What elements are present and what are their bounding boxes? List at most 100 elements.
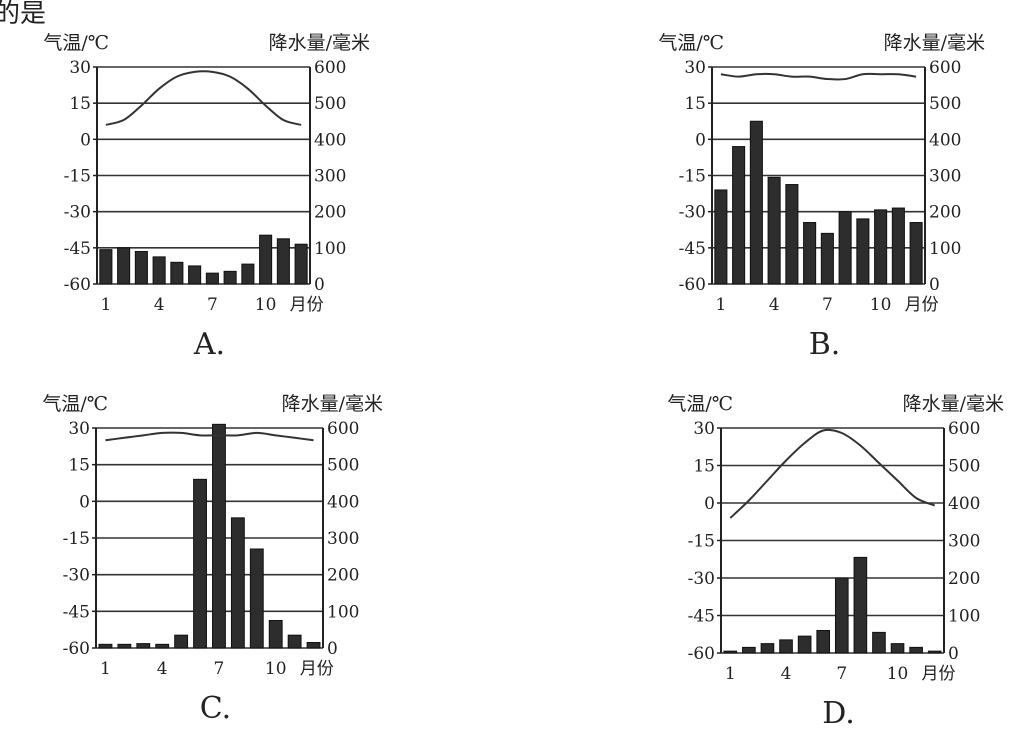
temp-tick-label: 0 bbox=[695, 130, 706, 150]
precipitation-bar bbox=[853, 556, 868, 654]
precip-tick-label: 400 bbox=[929, 130, 961, 150]
precipitation-bar bbox=[874, 209, 888, 285]
precipitation-bar bbox=[99, 249, 113, 285]
month-tick-label: 1 bbox=[100, 659, 111, 679]
temp-tick-label: 30 bbox=[684, 58, 706, 78]
precip-tick-label: 500 bbox=[314, 94, 346, 114]
precipitation-bar bbox=[259, 234, 273, 285]
precip-tick-label: 0 bbox=[948, 644, 959, 664]
temperature-axis-title: 气温/℃ bbox=[42, 393, 108, 415]
precipitation-bar bbox=[174, 634, 189, 649]
temp-tick-label: -45 bbox=[679, 239, 706, 259]
precip-tick-label: 100 bbox=[314, 239, 346, 259]
precipitation-bar bbox=[909, 646, 923, 654]
month-tick-label: 4 bbox=[157, 659, 168, 679]
precipitation-bar bbox=[230, 517, 245, 649]
x-unit-label: 月份 bbox=[922, 664, 956, 684]
month-tick-label: 7 bbox=[836, 664, 847, 684]
month-tick-label: 7 bbox=[822, 295, 833, 315]
x-unit-label: 月份 bbox=[290, 295, 324, 315]
precipitation-bar bbox=[760, 643, 775, 654]
precipitation-bar bbox=[742, 646, 756, 654]
precip-tick-label: 600 bbox=[327, 419, 359, 439]
temp-tick-label: -60 bbox=[688, 644, 715, 664]
month-tick-label: 4 bbox=[154, 295, 165, 315]
chart-caption: C. bbox=[200, 691, 231, 726]
precipitation-bar bbox=[714, 189, 728, 285]
temp-tick-label: -30 bbox=[688, 569, 715, 589]
precip-tick-label: 500 bbox=[327, 456, 359, 476]
precipitation-bar bbox=[117, 247, 131, 285]
month-tick-label: 10 bbox=[887, 664, 909, 684]
chart-caption: B. bbox=[809, 327, 841, 362]
precipitation-bar bbox=[891, 207, 905, 285]
precip-tick-label: 200 bbox=[929, 203, 961, 223]
precip-tick-label: 400 bbox=[327, 492, 359, 512]
precipitation-bar bbox=[205, 272, 219, 285]
temp-tick-label: 15 bbox=[684, 94, 706, 114]
precipitation-bar bbox=[188, 265, 202, 285]
temp-tick-label: -30 bbox=[679, 203, 706, 223]
question-fragment: 的是 bbox=[0, 0, 46, 29]
precipitation-bar bbox=[820, 232, 834, 285]
month-tick-label: 7 bbox=[214, 659, 225, 679]
month-tick-label: 1 bbox=[100, 295, 111, 315]
temperature-axis-title: 气温/℃ bbox=[43, 32, 109, 54]
precipitation-bar bbox=[223, 270, 237, 285]
precip-tick-label: 300 bbox=[948, 532, 980, 552]
x-unit-label: 月份 bbox=[300, 659, 334, 679]
precipitation-bar bbox=[152, 256, 166, 285]
x-unit-label: 月份 bbox=[905, 295, 939, 315]
precipitation-bar bbox=[927, 650, 942, 654]
temp-tick-label: 0 bbox=[80, 130, 91, 150]
temp-tick-label: 15 bbox=[69, 94, 91, 114]
precipitation-bar bbox=[838, 211, 852, 285]
month-tick-label: 1 bbox=[725, 664, 736, 684]
precipitation-bar bbox=[117, 643, 132, 649]
precip-tick-label: 0 bbox=[929, 275, 940, 295]
precipitation-bar bbox=[834, 577, 849, 654]
precipitation-bar bbox=[212, 423, 226, 649]
precip-tick-label: 200 bbox=[327, 566, 359, 586]
temp-tick-label: -45 bbox=[64, 239, 91, 259]
temp-tick-label: -15 bbox=[679, 167, 706, 187]
chart-caption: D. bbox=[822, 696, 855, 731]
climate-chart-b: 30 15 0 -15 -30 -45 -60 600 500 400 300 200 100 0 气温/℃… bbox=[658, 32, 985, 362]
temp-tick-label: -15 bbox=[64, 167, 91, 187]
precip-tick-label: 0 bbox=[327, 639, 338, 659]
precipitation-bar bbox=[749, 120, 763, 285]
precip-tick-label: 300 bbox=[314, 167, 346, 187]
precip-tick-label: 300 bbox=[929, 167, 961, 187]
precipitation-bar bbox=[803, 222, 817, 285]
precip-tick-label: 300 bbox=[327, 529, 359, 549]
temperature-axis-title: 气温/℃ bbox=[667, 393, 733, 415]
month-tick-label: 4 bbox=[781, 664, 792, 684]
temp-tick-label: -60 bbox=[64, 275, 91, 295]
precipitation-axis-title: 降水量/毫米 bbox=[282, 393, 383, 415]
precipitation-bar bbox=[170, 261, 184, 285]
precipitation-bar bbox=[134, 250, 148, 285]
precip-tick-label: 600 bbox=[948, 419, 980, 439]
precipitation-bar bbox=[98, 643, 113, 649]
temp-tick-label: 30 bbox=[68, 419, 90, 439]
chart-caption: A. bbox=[193, 327, 225, 362]
temp-tick-label: 30 bbox=[69, 58, 91, 78]
precip-tick-label: 100 bbox=[929, 239, 961, 259]
precip-tick-label: 200 bbox=[948, 569, 980, 589]
precipitation-axis-title: 降水量/毫米 bbox=[269, 32, 370, 54]
precip-tick-label: 0 bbox=[314, 275, 325, 295]
month-tick-label: 4 bbox=[769, 295, 780, 315]
precip-tick-label: 200 bbox=[314, 203, 346, 223]
precipitation-bar bbox=[872, 631, 886, 654]
precip-tick-label: 400 bbox=[948, 494, 980, 514]
temp-tick-label: -60 bbox=[63, 639, 90, 659]
temp-tick-label: 15 bbox=[68, 456, 90, 476]
precipitation-bar bbox=[306, 642, 321, 649]
precipitation-bar bbox=[767, 176, 781, 285]
precip-tick-label: 500 bbox=[929, 94, 961, 114]
month-tick-label: 7 bbox=[207, 295, 218, 315]
temp-tick-label: 0 bbox=[704, 494, 715, 514]
temp-tick-label: -15 bbox=[688, 532, 715, 552]
precipitation-bar bbox=[268, 620, 283, 649]
